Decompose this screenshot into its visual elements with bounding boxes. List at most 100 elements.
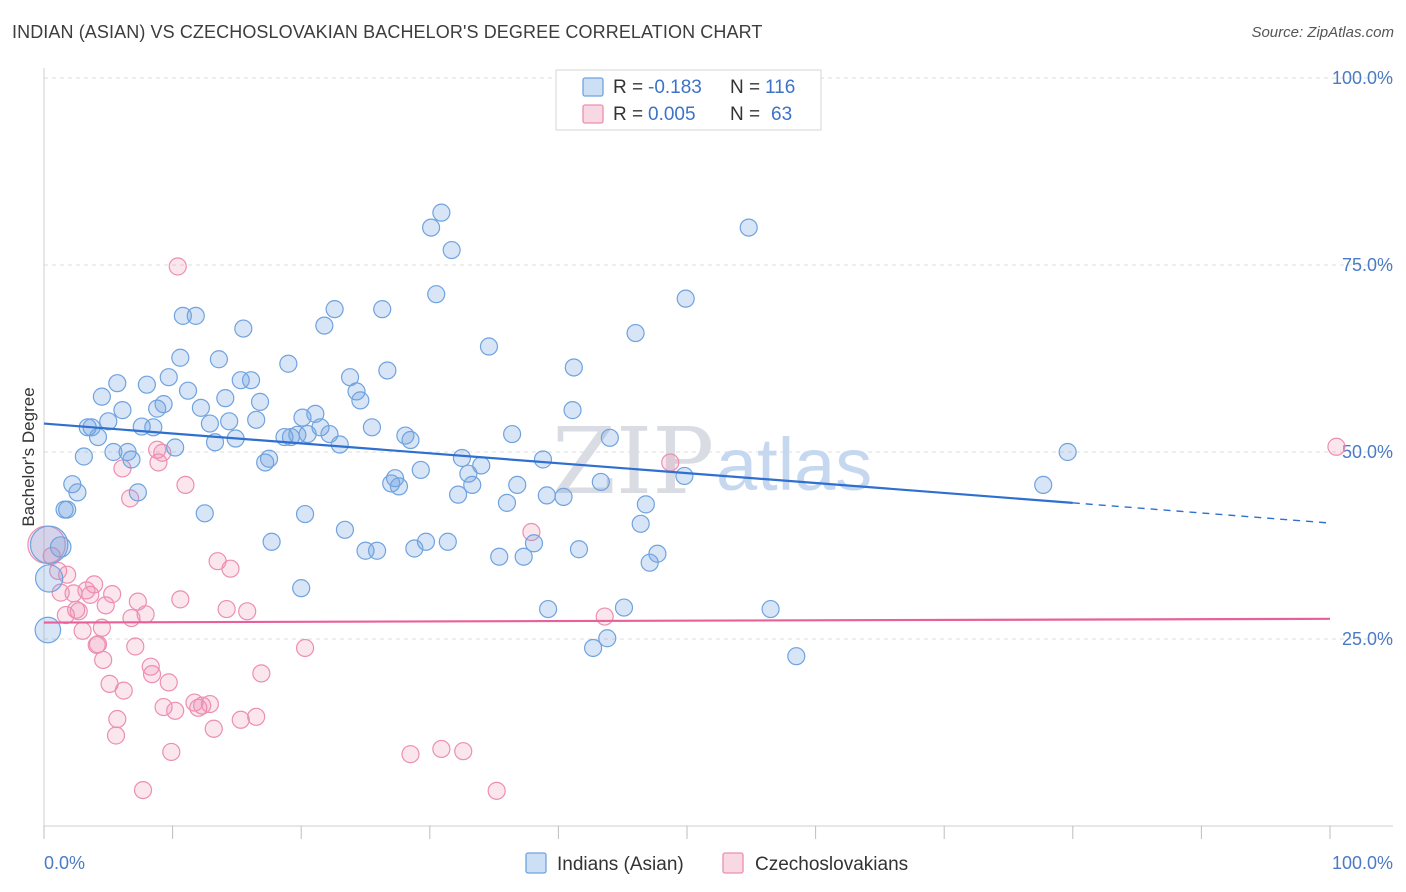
scatter-point xyxy=(193,696,212,715)
scatter-point xyxy=(247,410,266,429)
scatter-point xyxy=(503,424,522,444)
scatter-point xyxy=(675,466,694,486)
scatter-point xyxy=(231,371,250,390)
scatter-point xyxy=(479,337,499,356)
scatter-point xyxy=(295,504,315,524)
scatter-point xyxy=(600,428,619,447)
scatter-point xyxy=(159,368,178,387)
watermark-atlas: atlas xyxy=(716,423,872,506)
scatter-point xyxy=(142,665,162,684)
scatter-point xyxy=(311,418,330,437)
scatter-point xyxy=(292,579,311,598)
scatter-point xyxy=(351,391,370,410)
scatter-point xyxy=(137,375,156,394)
scatter-point xyxy=(389,477,409,496)
scatter-point xyxy=(401,745,420,764)
scatter-point xyxy=(247,707,266,726)
scatter-point xyxy=(306,404,325,423)
scatter-point xyxy=(432,739,451,759)
scatter-point xyxy=(178,381,198,400)
scatter-point xyxy=(661,453,680,472)
bottom-legend-label-blue: Indians (Asian) xyxy=(557,854,684,875)
scatter-point xyxy=(537,486,556,505)
scatter-point xyxy=(761,599,780,619)
scatter-point xyxy=(58,500,77,519)
scatter-point xyxy=(401,430,420,450)
scatter-point xyxy=(162,742,181,762)
scatter-point xyxy=(171,590,190,609)
legend-swatch-blue xyxy=(582,77,604,97)
scatter-point xyxy=(787,647,806,666)
x-tick-label-min: 0.0% xyxy=(44,853,85,873)
y-tick-label: 50.0% xyxy=(1342,442,1393,462)
bottom-legend: Indians (Asian) Czechoslovakians xyxy=(525,852,908,875)
scatter-point xyxy=(631,514,650,533)
scatter-point xyxy=(74,447,93,466)
blue-points xyxy=(29,203,1077,666)
legend-n-label-blue: N = xyxy=(730,77,760,98)
scatter-point xyxy=(29,525,69,565)
scatter-point xyxy=(122,450,141,469)
scatter-point xyxy=(1058,442,1077,462)
scatter-point xyxy=(209,350,228,369)
scatter-point xyxy=(427,285,446,304)
scatter-point xyxy=(191,398,210,417)
scatter-point xyxy=(126,637,145,656)
scatter-point xyxy=(554,487,573,506)
scatter-point xyxy=(154,697,173,717)
scatter-point xyxy=(113,401,132,420)
scatter-point xyxy=(497,493,517,512)
scatter-point xyxy=(490,547,509,566)
scatter-point xyxy=(133,780,153,800)
scatter-point xyxy=(279,354,298,373)
scatter-point xyxy=(463,475,482,495)
top-legend: R = -0.183 N = 116 R = 0.005 N = 63 xyxy=(555,69,822,131)
scatter-point xyxy=(166,438,185,457)
scatter-point xyxy=(563,401,582,420)
scatter-point xyxy=(533,450,553,469)
grid-lines xyxy=(44,77,1393,640)
scatter-point xyxy=(591,472,610,492)
scatter-point xyxy=(330,435,349,454)
scatter-point xyxy=(166,701,185,720)
scatter-point xyxy=(154,395,173,414)
scatter-point xyxy=(96,596,115,615)
scatter-point xyxy=(220,412,239,431)
scatter-point xyxy=(69,602,88,621)
scatter-point xyxy=(216,389,235,408)
watermark: ZIP atlas xyxy=(552,408,872,515)
scatter-point xyxy=(459,464,478,483)
scatter-point xyxy=(234,319,253,338)
trend-lines xyxy=(43,422,1331,624)
scatter-point xyxy=(676,289,695,308)
trend-line-blue-extension xyxy=(1072,502,1331,524)
trend-line-blue xyxy=(43,422,1073,504)
scatter-point xyxy=(141,657,160,676)
scatter-point xyxy=(92,387,111,406)
scatter-point xyxy=(51,583,70,602)
scatter-point xyxy=(1034,475,1053,495)
scatter-point xyxy=(335,520,355,539)
scatter-point xyxy=(149,453,168,472)
scatter-point xyxy=(416,532,436,551)
scatter-point xyxy=(200,414,219,433)
scatter-point xyxy=(614,598,634,617)
scatter-point xyxy=(454,742,473,761)
scatter-point xyxy=(442,240,461,260)
scatter-point xyxy=(373,300,392,319)
scatter-point xyxy=(104,442,123,462)
scatter-point xyxy=(85,575,104,594)
legend-n-value-blue: 116 xyxy=(765,77,795,98)
legend-r-label-pink: R = xyxy=(613,104,643,125)
scatter-point xyxy=(378,361,397,380)
legend-r-value-blue: -0.183 xyxy=(648,77,702,98)
watermark-zip: ZIP xyxy=(552,408,714,515)
bottom-legend-label-pink: Czechoslovakians xyxy=(755,854,908,875)
bottom-legend-swatch-pink xyxy=(722,852,744,874)
scatter-point xyxy=(405,539,424,558)
scatter-point xyxy=(186,306,205,325)
trend-line-pink xyxy=(43,617,1331,624)
y-tick-label: 75.0% xyxy=(1342,255,1393,275)
scatter-point xyxy=(584,638,603,658)
